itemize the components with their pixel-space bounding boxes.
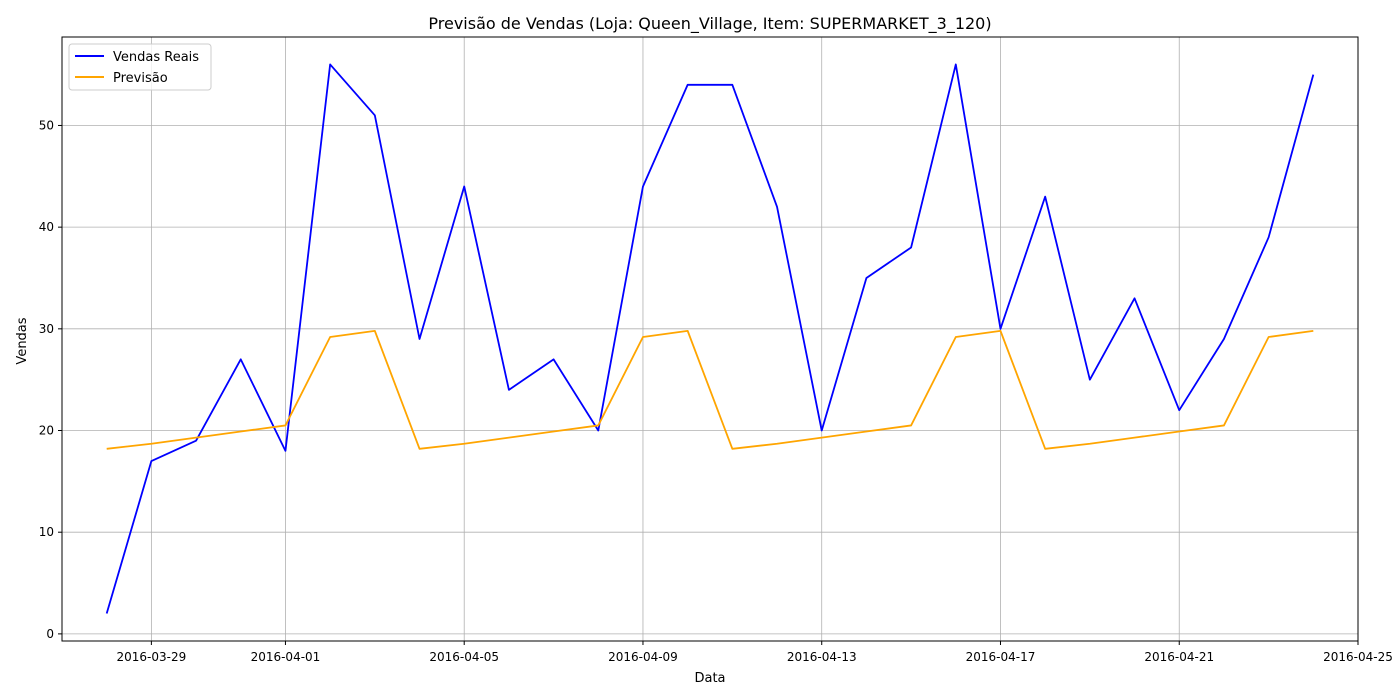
x-tick-label: 2016-04-21 [1144, 650, 1214, 664]
y-tick-label: 10 [39, 525, 54, 539]
y-tick-label: 20 [39, 424, 54, 438]
series-line-vendas-reais [105, 63, 1315, 614]
x-tick-label: 2016-04-25 [1323, 650, 1393, 664]
x-tick-label: 2016-03-29 [117, 650, 187, 664]
x-axis-ticks: 2016-03-29 2016-04-01 2016-04-05 2016-04-09… [117, 641, 1393, 664]
y-axis-label: Vendas [15, 317, 30, 364]
y-tick-label: 30 [39, 322, 54, 336]
y-tick-label: 0 [46, 627, 54, 641]
y-tick-label: 40 [39, 220, 54, 234]
x-tick-label: 2016-04-01 [251, 650, 321, 664]
x-tick-label: 2016-04-05 [429, 650, 499, 664]
series-lines [105, 63, 1315, 614]
x-axis-label: Data [694, 671, 725, 686]
series-line-previsao [106, 329, 1314, 450]
x-tick-label: 2016-04-09 [608, 650, 678, 664]
chart-title: Previsão de Vendas (Loja: Queen_Village,… [428, 14, 991, 34]
legend-label-vendas-reais: Vendas Reais [113, 50, 199, 65]
grid [62, 37, 1359, 641]
x-tick-label: 2016-04-17 [966, 650, 1036, 664]
y-axis-ticks: 0 10 20 30 40 50 [39, 118, 62, 641]
y-tick-label: 50 [39, 118, 54, 132]
legend-box [68, 43, 212, 91]
x-tick-label: 2016-04-13 [787, 650, 857, 664]
legend: Vendas Reais Previsão [68, 43, 212, 91]
plot-frame [61, 36, 1359, 642]
legend-label-previsao: Previsão [113, 71, 168, 86]
